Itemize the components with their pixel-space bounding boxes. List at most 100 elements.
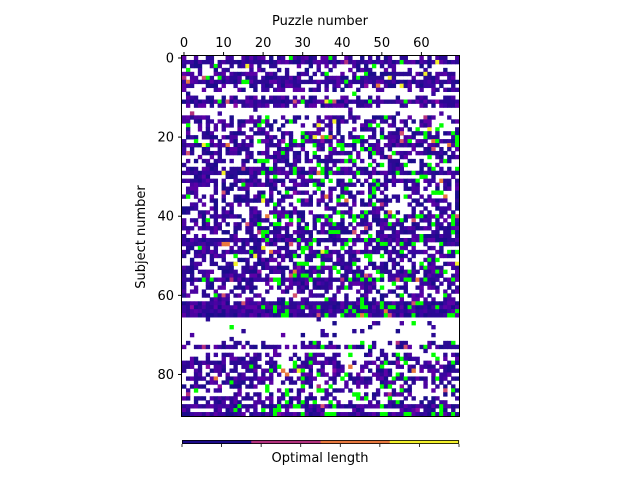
heatmap-cell (324, 174, 329, 180)
heatmap-cell (269, 305, 274, 310)
heatmap-cell (280, 305, 286, 310)
heatmap-cell (249, 230, 254, 235)
heatmap-cell (182, 408, 187, 413)
heatmap-cell (364, 360, 369, 365)
heatmap-cell (391, 123, 397, 128)
heatmap-cell (265, 412, 270, 417)
heatmap-cell (383, 56, 389, 61)
heatmap-cell (225, 249, 230, 255)
heatmap-cell (276, 230, 282, 235)
heatmap-cell (415, 309, 420, 314)
heatmap-cell (193, 360, 199, 365)
heatmap-cell (233, 79, 238, 85)
heatmap-cell (276, 412, 282, 417)
heatmap-cell (304, 404, 310, 409)
heatmap-cell (431, 352, 436, 358)
heatmap-cell (375, 305, 381, 310)
heatmap-cell (221, 412, 226, 417)
heatmap-cell (395, 285, 401, 290)
heatmap-cell (383, 194, 389, 199)
heatmap-cell (360, 305, 365, 310)
heatmap-cell (344, 285, 349, 290)
heatmap-cell (201, 182, 207, 187)
heatmap-cell (332, 186, 337, 191)
heatmap-cell (312, 59, 317, 65)
heatmap-cell (273, 59, 278, 65)
heatmap-cell (411, 206, 416, 211)
heatmap-cell (379, 384, 385, 389)
heatmap-cell (233, 178, 238, 183)
heatmap-cell (217, 396, 222, 401)
heatmap-cell (419, 277, 424, 282)
heatmap-cell (304, 352, 310, 358)
heatmap-cell (225, 237, 230, 243)
heatmap-cell (300, 245, 306, 251)
heatmap-cell (237, 87, 242, 93)
heatmap-cell (411, 218, 416, 223)
heatmap-cell (383, 352, 389, 358)
heatmap-cell (221, 360, 226, 365)
heatmap-cell (352, 241, 357, 247)
heatmap-cell (245, 368, 250, 373)
heatmap-cell (280, 273, 286, 278)
heatmap-cell (399, 412, 404, 417)
heatmap-cell (225, 261, 230, 267)
heatmap-cell (249, 234, 254, 239)
heatmap-cell (324, 301, 329, 306)
heatmap-cell (189, 63, 195, 69)
heatmap-cell (443, 186, 448, 191)
heatmap-cell (360, 281, 365, 286)
heatmap-cell (257, 182, 262, 187)
heatmap-cell (245, 281, 250, 286)
heatmap-cell (213, 143, 219, 148)
heatmap-cell (269, 237, 274, 243)
heatmap-cell (360, 273, 365, 278)
heatmap-cell (265, 154, 270, 160)
heatmap-cell (217, 408, 222, 413)
heatmap-cell (300, 368, 306, 373)
heatmap-cell (193, 277, 199, 282)
heatmap-cell (304, 131, 310, 136)
heatmap-cell (209, 166, 215, 172)
heatmap-cell (379, 218, 385, 223)
heatmap-cell (443, 253, 448, 259)
heatmap-cell (419, 83, 424, 89)
heatmap-cell (300, 230, 306, 235)
heatmap-cell (367, 75, 373, 81)
heatmap-cell (375, 83, 381, 89)
heatmap-cell (423, 376, 428, 381)
heatmap-cell (344, 372, 349, 377)
heatmap-cell (399, 218, 404, 223)
heatmap-cell (276, 277, 282, 282)
heatmap-cell (395, 170, 401, 176)
heatmap-cell (352, 158, 357, 164)
heatmap-cell (288, 143, 294, 148)
heatmap-cell (288, 285, 294, 290)
heatmap-cell (419, 99, 424, 104)
heatmap-cell (375, 321, 381, 326)
heatmap-cell (229, 336, 234, 342)
heatmap-cell (276, 170, 282, 176)
heatmap-cell (316, 412, 321, 417)
heatmap-cell (340, 194, 345, 199)
heatmap-cell (316, 79, 321, 85)
heatmap-cell (352, 75, 357, 81)
heatmap-cell (257, 293, 262, 298)
heatmap-cell (217, 301, 222, 306)
heatmap-cell (221, 170, 226, 176)
heatmap-cell (375, 182, 381, 187)
heatmap-cell (261, 372, 266, 377)
heatmap-cell (213, 83, 219, 89)
heatmap-cell (269, 79, 274, 85)
heatmap-cell (364, 305, 369, 310)
heatmap-cell (431, 269, 436, 274)
heatmap-cell (233, 83, 238, 89)
heatmap-cell (431, 277, 436, 282)
heatmap-cell (431, 325, 436, 330)
heatmap-cell (185, 408, 191, 413)
heatmap-cell (273, 87, 278, 93)
heatmap-cell (427, 222, 432, 227)
heatmap-cell (265, 218, 270, 223)
heatmap-cell (241, 305, 246, 310)
heatmap-cell (316, 139, 321, 144)
